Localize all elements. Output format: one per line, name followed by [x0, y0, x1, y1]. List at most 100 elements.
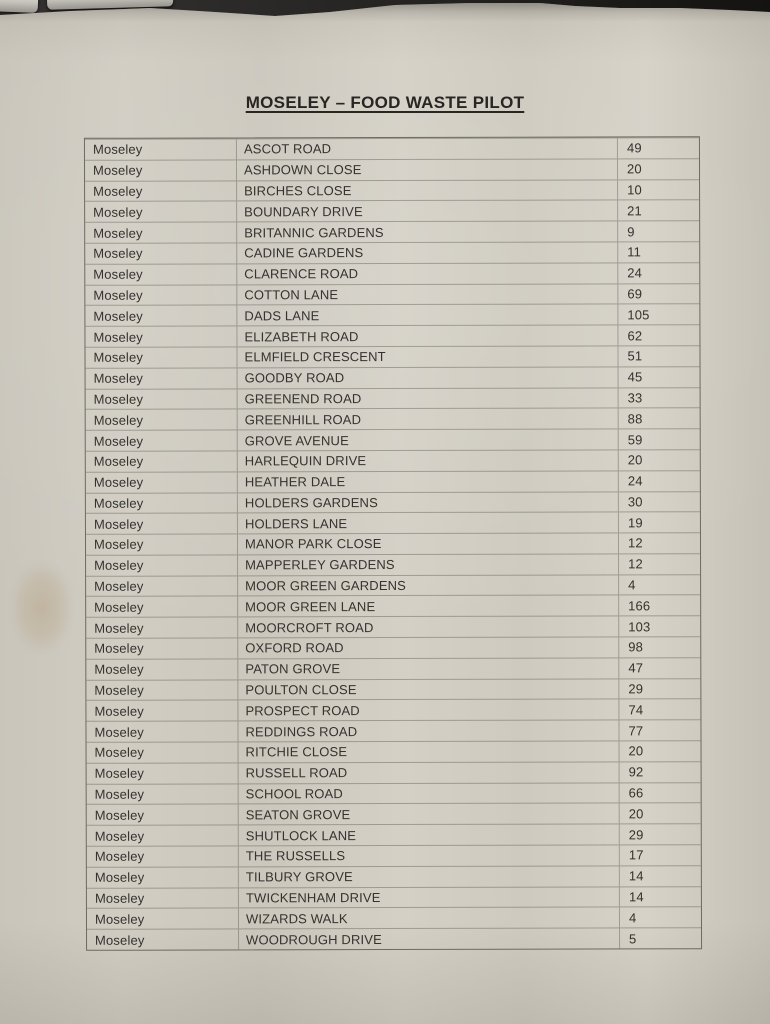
street-cell: BIRCHES CLOSE [236, 179, 618, 201]
area-cell: Moseley [93, 183, 143, 199]
count-cell: 29 [618, 824, 701, 845]
area-cell: Moseley [93, 162, 143, 178]
table-row: Moseley MOORCROFT ROAD 103 [86, 615, 701, 638]
area-cell: Moseley [93, 516, 144, 532]
count-cell: 74 [618, 699, 701, 720]
table-row: Moseley GOODBY ROAD 45 [85, 365, 700, 389]
area-cell: Moseley [93, 474, 144, 490]
street-cell: GOODBY ROAD [236, 367, 618, 388]
street-cell: THE RUSSELLS [237, 845, 619, 867]
table-row: Moseley SHUTLOCK LANE 29 [86, 823, 701, 846]
paper-stain [4, 550, 80, 666]
count-cell: 105 [617, 304, 700, 325]
table-row: Moseley BRITANNIC GARDENS 9 [85, 220, 700, 243]
area-cell: Moseley [93, 391, 144, 407]
count-cell: 92 [618, 762, 701, 783]
count-cell: 59 [617, 429, 700, 450]
street-cell: BRITANNIC GARDENS [236, 221, 618, 243]
street-cell: HOLDERS GARDENS [236, 491, 618, 513]
area-cell: Moseley [93, 412, 144, 428]
street-cell: TWICKENHAM DRIVE [237, 887, 619, 908]
count-cell: 4 [618, 574, 701, 595]
table-row: Moseley ELIZABETH ROAD 62 [85, 324, 700, 347]
street-cell: SCHOOL ROAD [237, 783, 619, 804]
count-cell: 24 [617, 262, 700, 283]
count-cell: 14 [618, 886, 701, 907]
street-cell: MAPPERLEY GARDENS [237, 554, 619, 576]
table-row: Moseley TILBURY GROVE 14 [86, 865, 701, 888]
street-cell: RUSSELL ROAD [237, 762, 619, 784]
street-cell: CLARENCE ROAD [236, 263, 618, 284]
area-cell: Moseley [94, 869, 145, 885]
street-cell: HOLDERS LANE [236, 512, 618, 534]
table-row: Moseley REDDINGS ROAD 77 [86, 719, 701, 742]
area-cell: Moseley [94, 807, 145, 823]
table-row: Moseley MANOR PARK CLOSE 12 [85, 532, 701, 555]
street-cell: REDDINGS ROAD [237, 720, 619, 742]
area-cell: Moseley [94, 661, 144, 678]
table-row: Moseley BIRCHES CLOSE 10 [85, 178, 700, 202]
count-cell: 88 [617, 408, 700, 429]
count-cell: 166 [618, 595, 701, 616]
table-row: Moseley CADINE GARDENS 11 [85, 241, 700, 264]
area-cell: Moseley [94, 765, 145, 782]
street-cell: ELMFIELD CRESCENT [236, 346, 618, 368]
count-cell: 24 [617, 470, 700, 491]
area-cell: Moseley [93, 225, 143, 241]
area-cell: Moseley [94, 682, 144, 698]
table-row: Moseley HOLDERS LANE 19 [85, 511, 700, 534]
table-row: Moseley GREENHILL ROAD 88 [85, 407, 700, 430]
street-cell: MOOR GREEN GARDENS [237, 575, 619, 596]
table-row: Moseley CLARENCE ROAD 24 [85, 261, 700, 285]
count-cell: 17 [618, 845, 701, 866]
table-row: Moseley SEATON GROVE 20 [86, 802, 701, 826]
count-cell: 12 [617, 533, 701, 554]
area-cell: Moseley [94, 911, 145, 927]
area-cell: Moseley [94, 890, 145, 906]
count-cell: 11 [617, 242, 700, 263]
count-cell: 20 [616, 158, 700, 179]
area-cell: Moseley [94, 641, 144, 657]
street-cell: TILBURY GROVE [237, 866, 619, 888]
street-table: Moseley ASCOT ROAD 49 Moseley ASHDOWN CL… [83, 136, 703, 951]
street-cell: CADINE GARDENS [236, 242, 618, 264]
count-cell: 10 [617, 179, 700, 200]
table-row: Moseley RITCHIE CLOSE 20 [86, 740, 701, 763]
table-row: Moseley ASHDOWN CLOSE 20 [84, 157, 700, 181]
count-cell: 5 [619, 928, 702, 949]
count-cell: 103 [618, 616, 701, 637]
street-cell: GREENEND ROAD [236, 387, 618, 409]
count-cell: 98 [618, 637, 701, 658]
area-cell: Moseley [94, 578, 144, 594]
street-cell: HARLEQUIN DRIVE [236, 450, 618, 472]
area-cell: Moseley [94, 828, 145, 844]
count-cell: 33 [617, 387, 700, 408]
area-cell: Moseley [93, 370, 144, 386]
count-cell: 4 [618, 907, 702, 928]
table-row: Moseley GROVE AVENUE 59 [85, 428, 700, 451]
street-cell: SEATON GROVE [237, 803, 619, 825]
table-row: Moseley PROSPECT ROAD 74 [86, 698, 701, 722]
street-cell: WIZARDS WALK [237, 907, 620, 929]
area-cell: Moseley [93, 537, 144, 553]
table-row: Moseley MAPPERLEY GARDENS 12 [86, 553, 701, 576]
street-cell: POULTON CLOSE [237, 679, 619, 700]
area-cell: Moseley [94, 557, 144, 574]
street-cell: GREENHILL ROAD [236, 408, 618, 430]
area-cell: Moseley [94, 849, 145, 865]
table-row: Moseley HOLDERS GARDENS 30 [85, 490, 700, 514]
table-row: Moseley COTTON LANE 69 [85, 282, 700, 306]
street-cell: DADS LANE [236, 304, 618, 326]
area-cell: Moseley [93, 349, 144, 366]
table-row: Moseley TWICKENHAM DRIVE 14 [86, 885, 701, 909]
street-cell: BOUNDARY DRIVE [236, 200, 618, 222]
area-cell: Moseley [95, 932, 145, 948]
page-title: MOSELEY – FOOD WASTE PILOT [245, 93, 525, 112]
street-cell: MOORCROFT ROAD [237, 616, 619, 638]
area-cell: Moseley [93, 308, 143, 324]
table-row: Moseley BOUNDARY DRIVE 21 [85, 199, 700, 222]
area-cell: Moseley [94, 620, 144, 636]
count-cell: 9 [617, 221, 700, 242]
